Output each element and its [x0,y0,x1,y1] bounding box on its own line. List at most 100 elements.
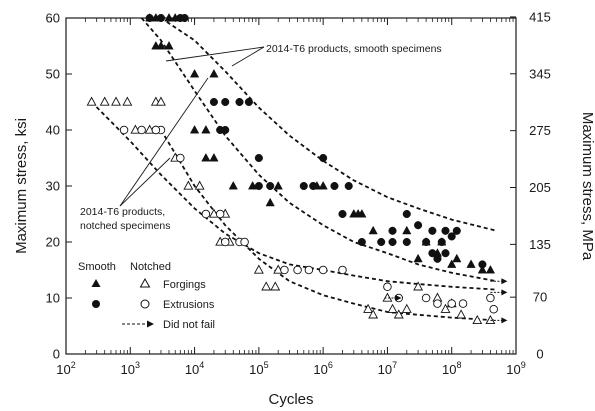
point-notched-extrusions [137,125,146,135]
point-notched-extrusions [433,299,442,308]
point-smooth-extrusions [221,97,230,107]
point-notched-forgings [368,309,379,319]
point-notched-extrusions [151,125,161,135]
legend-arrow-head [147,320,154,328]
x-tick-label: 104 [185,360,204,377]
point-smooth-extrusions [235,97,244,107]
point-smooth-extrusions [414,221,423,230]
point-notched-extrusions [176,153,185,163]
legend-label-extrusions: Extrusions [163,299,215,311]
did-not-fail-arrow-head [395,295,402,301]
point-notched-forgings [270,281,281,291]
point-smooth-extrusions [254,153,263,163]
point-notched-extrusions [421,293,431,303]
point-notched-forgings [122,96,133,106]
point-smooth-extrusions [478,260,487,269]
legend-label-did-not-fail: Did not fail [163,319,215,331]
annotation-smooth-leader [165,46,265,62]
point-smooth-extrusions [388,226,397,235]
scatter-bands [90,17,497,322]
annotation-notched: 2014-T6 products, notched specimens [80,77,209,232]
point-notched-forgings [401,303,412,313]
point-smooth-forgings [466,259,476,268]
y-tick-label: 0 [53,347,60,362]
point-smooth-forgings [201,152,211,162]
point-smooth-forgings [485,264,496,274]
point-smooth-extrusions [402,237,411,247]
did-not-fail-arrow-head [501,289,508,296]
annotation-smooth-text: 2014-T6 products, smooth specimens [266,43,442,55]
point-smooth-forgings [209,152,219,162]
point-notched-forgings [440,303,451,313]
point-smooth-extrusions [180,13,189,23]
point-smooth-forgings [156,40,166,50]
y-tick-label: 20 [46,235,60,250]
y2-tick-label: 205 [529,180,551,195]
legend-open-circle [140,299,150,309]
point-smooth-forgings [368,225,378,235]
point-smooth-extrusions [433,254,442,263]
legend-filled-circle [92,300,100,308]
legend-header-notched: Notched [130,261,171,273]
point-notched-forgings [472,314,483,325]
point-notched-extrusions [119,125,129,135]
legend-filled-triangle [91,279,101,287]
y-tick-label: 50 [46,67,60,82]
point-smooth-extrusions [221,125,230,135]
point-smooth-forgings [318,180,328,190]
point-notched-extrusions [486,293,495,303]
point-notched-forgings [111,96,121,106]
x-tick-label: 106 [313,360,332,377]
point-smooth-forgings [164,40,174,50]
point-smooth-extrusions [437,237,446,247]
y2-tick-label: 135 [529,237,551,252]
point-notched-extrusions [458,299,468,308]
annotation-notched-leader [119,77,209,207]
point-notched-extrusions [240,237,249,247]
y-tick-label: 60 [46,11,60,26]
point-notched-forgings [99,96,110,106]
point-notched-forgings [363,303,374,313]
point-smooth-extrusions [428,226,437,235]
point-smooth-forgings [248,180,258,190]
point-smooth-forgings [452,253,462,263]
point-smooth-extrusions [319,153,328,163]
y-axis-title: Maximum stress, ksi [13,118,30,254]
did-not-fail-arrow-head [501,317,508,324]
x-tick-label: 103 [121,360,140,377]
point-smooth-forgings [413,253,423,263]
point-smooth-forgings [402,225,412,235]
point-notched-forgings [86,96,97,106]
point-smooth-extrusions [441,249,450,258]
point-smooth-forgings [447,259,457,268]
did-not-fail-arrow-head [501,278,508,285]
point-smooth-forgings [477,264,488,274]
point-smooth-extrusions [402,209,411,219]
annotation-smooth: 2014-T6 products, smooth specimens [165,43,442,67]
point-smooth-extrusions [338,209,347,219]
point-smooth-extrusions [377,237,386,247]
point-smooth-extrusions [309,181,318,191]
point-smooth-forgings [228,180,238,190]
legend-open-triangle [139,277,151,288]
x-tick-label: 102 [56,360,75,377]
point-notched-extrusions [489,304,498,314]
point-smooth-extrusions [156,13,166,23]
point-notched-forgings [155,96,166,106]
point-smooth-extrusions [452,226,461,235]
point-notched-forgings [183,180,194,190]
y-tick-label: 10 [46,291,60,306]
point-notched-extrusions [447,299,456,308]
annotation-notched-text: notched specimens [80,220,170,232]
y2-tick-label: 415 [529,9,551,24]
point-smooth-extrusions [299,181,308,191]
point-smooth-extrusions [344,181,353,191]
y2-axis-title: Maximum stress, MPa [579,112,595,261]
legend-label-forgings: Forgings [163,279,206,291]
point-smooth-forgings [164,12,174,22]
band-notched-upper [90,101,497,291]
point-smooth-forgings [189,124,200,134]
point-notched-forgings [393,309,404,319]
point-smooth-forgings [265,197,275,207]
point-notched-forgings [194,180,205,190]
